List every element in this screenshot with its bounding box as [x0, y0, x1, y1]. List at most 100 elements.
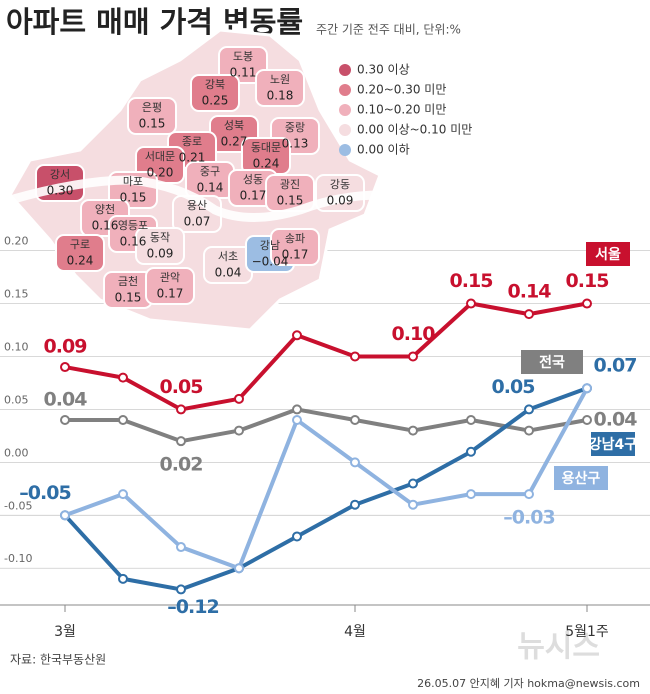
legend-label: 강남4구 [589, 436, 638, 453]
value-label: 0.05 [160, 376, 203, 398]
data-point [234, 393, 244, 404]
district-name: 용산 [187, 199, 207, 212]
legend-label: 0.00 이하 [357, 143, 410, 157]
district-value: 0.18 [267, 89, 294, 103]
y-tick-label: 0.00 [4, 446, 29, 459]
district-value: 0.16 [92, 219, 119, 233]
district-name: 동대문 [251, 141, 281, 154]
source: 자료: 한국부동산원 [10, 653, 106, 667]
legend-swatch [339, 124, 351, 136]
credit: 26.05.07 안지혜 기자 hokma@newsis.com [417, 677, 640, 690]
value-label: 0.02 [160, 454, 203, 476]
data-point [60, 362, 70, 373]
district-name: 송파 [285, 232, 305, 245]
district-value: 0.17 [240, 189, 267, 203]
district-name: 노원 [270, 73, 290, 86]
data-point [118, 415, 128, 425]
district [270, 228, 320, 266]
district-value: 0.17 [157, 287, 184, 301]
value-label: 0.10 [392, 323, 436, 345]
x-tick-label: 4월 [344, 624, 366, 640]
data-point [292, 531, 302, 542]
value-label: 0.15 [566, 270, 609, 292]
legend-box [521, 350, 583, 374]
data-point [582, 415, 592, 425]
district-value: 0.09 [327, 194, 354, 208]
district-name: 서대문 [145, 150, 175, 163]
x-tick-label: 3월 [54, 624, 76, 640]
district-name: 중랑 [285, 121, 305, 134]
district [190, 74, 240, 112]
data-point [408, 425, 418, 436]
data-point [350, 499, 360, 510]
district-value: −0.04 [252, 255, 289, 269]
legend-swatch [339, 144, 351, 156]
watermark: 뉴시스 [517, 630, 600, 665]
district-name: 강동 [330, 178, 350, 191]
district [255, 69, 305, 107]
district-name: 동작 [150, 231, 170, 244]
value-label: –0.05 [19, 482, 70, 504]
district-name: 양천 [95, 202, 115, 216]
district [55, 234, 105, 272]
district-name: 은평 [142, 101, 162, 114]
data-point [466, 489, 476, 500]
value-label: 0.09 [44, 336, 87, 358]
district-name: 강남 [260, 239, 280, 252]
district-value: 0.20 [147, 166, 174, 180]
data-point [176, 436, 186, 447]
district-name: 마포 [123, 175, 143, 188]
district-value: 0.27 [221, 135, 248, 149]
legend-box [554, 466, 608, 490]
value-label: 0.15 [450, 270, 493, 292]
district-value: 0.11 [230, 66, 257, 80]
district-value: 0.04 [215, 266, 242, 280]
series-line [64, 387, 589, 571]
data-point [350, 457, 360, 468]
series-line [63, 386, 588, 592]
river [8, 175, 381, 222]
district-name: 구로 [70, 238, 90, 251]
district-value: 0.30 [47, 184, 74, 198]
legend-label: 용산구 [562, 470, 601, 487]
value-label: 0.14 [508, 281, 552, 303]
data-point [176, 584, 186, 595]
legend-label: 서울 [595, 246, 621, 263]
district-value: 0.24 [67, 254, 94, 268]
district-value: 0.15 [120, 191, 147, 205]
district-name: 관악 [160, 271, 180, 284]
district-name: 중구 [200, 165, 220, 178]
series-line [64, 301, 588, 412]
y-tick-label: -0.10 [4, 552, 32, 565]
district-name: 성동 [243, 173, 263, 186]
data-point [292, 404, 302, 415]
legend-label: 전국 [539, 354, 565, 371]
data-point [350, 351, 360, 362]
series-line [65, 407, 588, 444]
data-point [292, 330, 302, 341]
legend-box [591, 432, 635, 456]
district-value: 0.09 [147, 247, 174, 261]
value-label: 0.05 [492, 376, 535, 398]
data-point [292, 415, 302, 425]
legend-label: 0.00 이상~0.10 미만 [357, 123, 472, 137]
data-point [524, 309, 534, 320]
data-point [176, 404, 186, 415]
legend-label: 0.10~0.20 미만 [357, 103, 446, 117]
district-name: 강북 [205, 78, 225, 91]
district-value: 0.21 [179, 151, 206, 165]
x-tick-label: 5월1주 [565, 624, 609, 640]
subtitle: 주간 기준 전주 대비, 단위:% [316, 23, 461, 37]
data-point [234, 425, 244, 436]
data-point [466, 415, 476, 425]
data-point [466, 298, 476, 309]
district-value: 0.13 [282, 137, 309, 151]
data-point [118, 573, 128, 584]
district-value: 0.16 [120, 235, 147, 249]
data-point [582, 383, 592, 394]
y-tick-label: -0.05 [4, 499, 32, 512]
y-tick-label: 0.15 [4, 288, 29, 301]
data-point [118, 489, 128, 500]
district-name: 도봉 [233, 50, 253, 63]
